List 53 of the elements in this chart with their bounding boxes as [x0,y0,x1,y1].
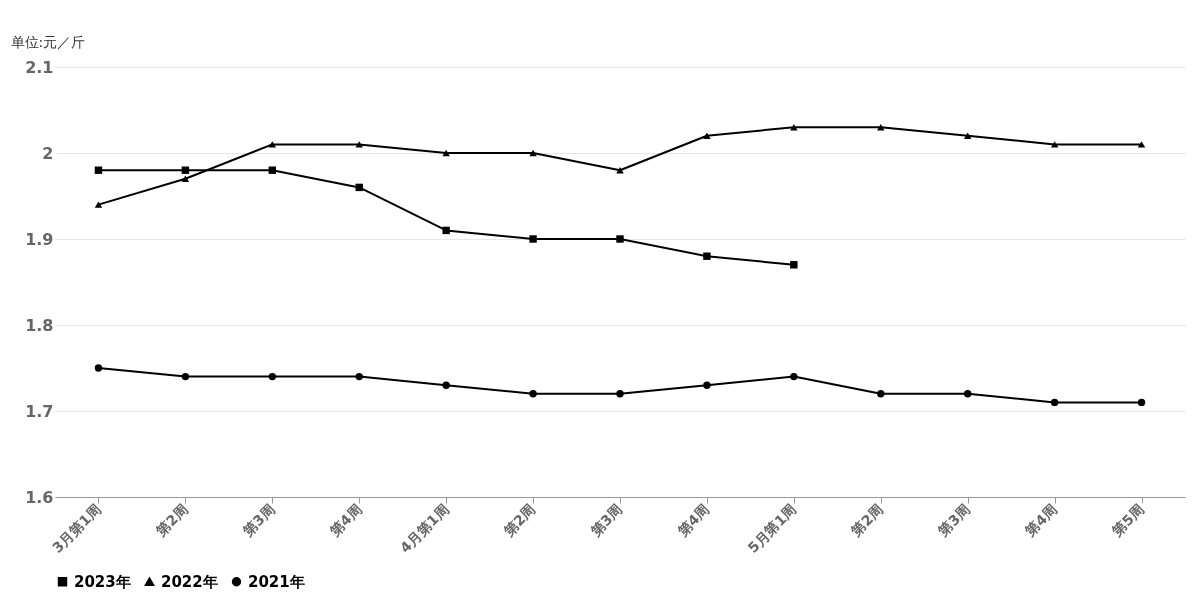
point [94,364,103,372]
point [442,381,450,389]
x-tick-label: 第3周 [586,501,626,540]
x-tick-label: 第2周 [152,501,191,540]
y-tick-label: 1.9 [25,229,54,249]
x-tick-label: 第3周 [934,501,974,540]
x-tick-label: 4月第1周 [396,501,452,556]
x-tick-label: 第4周 [673,501,713,540]
point [1050,141,1059,148]
point [268,166,277,174]
y-tick-label: 2 [42,143,54,163]
point [268,141,277,148]
x-tick-label: 第4周 [325,501,365,540]
point [1050,398,1059,407]
point [181,175,190,183]
x-tick-label: 第2周 [499,501,539,540]
point [442,149,450,157]
point [963,390,972,398]
y-tick-label: 1.6 [25,487,54,507]
point [1137,398,1146,407]
point [963,132,972,140]
point [529,149,537,157]
x-tick-label: 第2周 [847,501,887,540]
y-tick-label: 1.8 [25,315,54,335]
point [94,166,103,174]
legend-label: 2023年 [74,572,131,591]
point [181,372,190,381]
point [529,235,537,243]
point [1137,141,1146,148]
x-tick-label: 5月第1周 [744,501,800,556]
point [355,372,363,381]
y-tick-label: 1.7 [25,401,54,421]
point [616,390,624,398]
point [877,390,885,398]
point [355,141,363,148]
point [790,372,798,381]
y-tick-label: 2.1 [25,57,54,77]
x-tick-label: 第3周 [239,501,278,540]
point [181,166,190,174]
point [616,235,624,243]
point [703,381,711,389]
y-axis-title: 单位:元／斤 [10,33,86,50]
point [790,261,798,269]
point [703,132,711,140]
point [529,390,537,398]
x-tick-label: 第5周 [1108,501,1147,540]
point [94,201,103,208]
point [442,226,450,235]
point [703,252,711,260]
legend-label: 2021年 [248,572,305,591]
x-tick-label: 第4周 [1021,501,1061,540]
point [268,372,277,381]
legend-label: 2022年 [161,572,218,591]
